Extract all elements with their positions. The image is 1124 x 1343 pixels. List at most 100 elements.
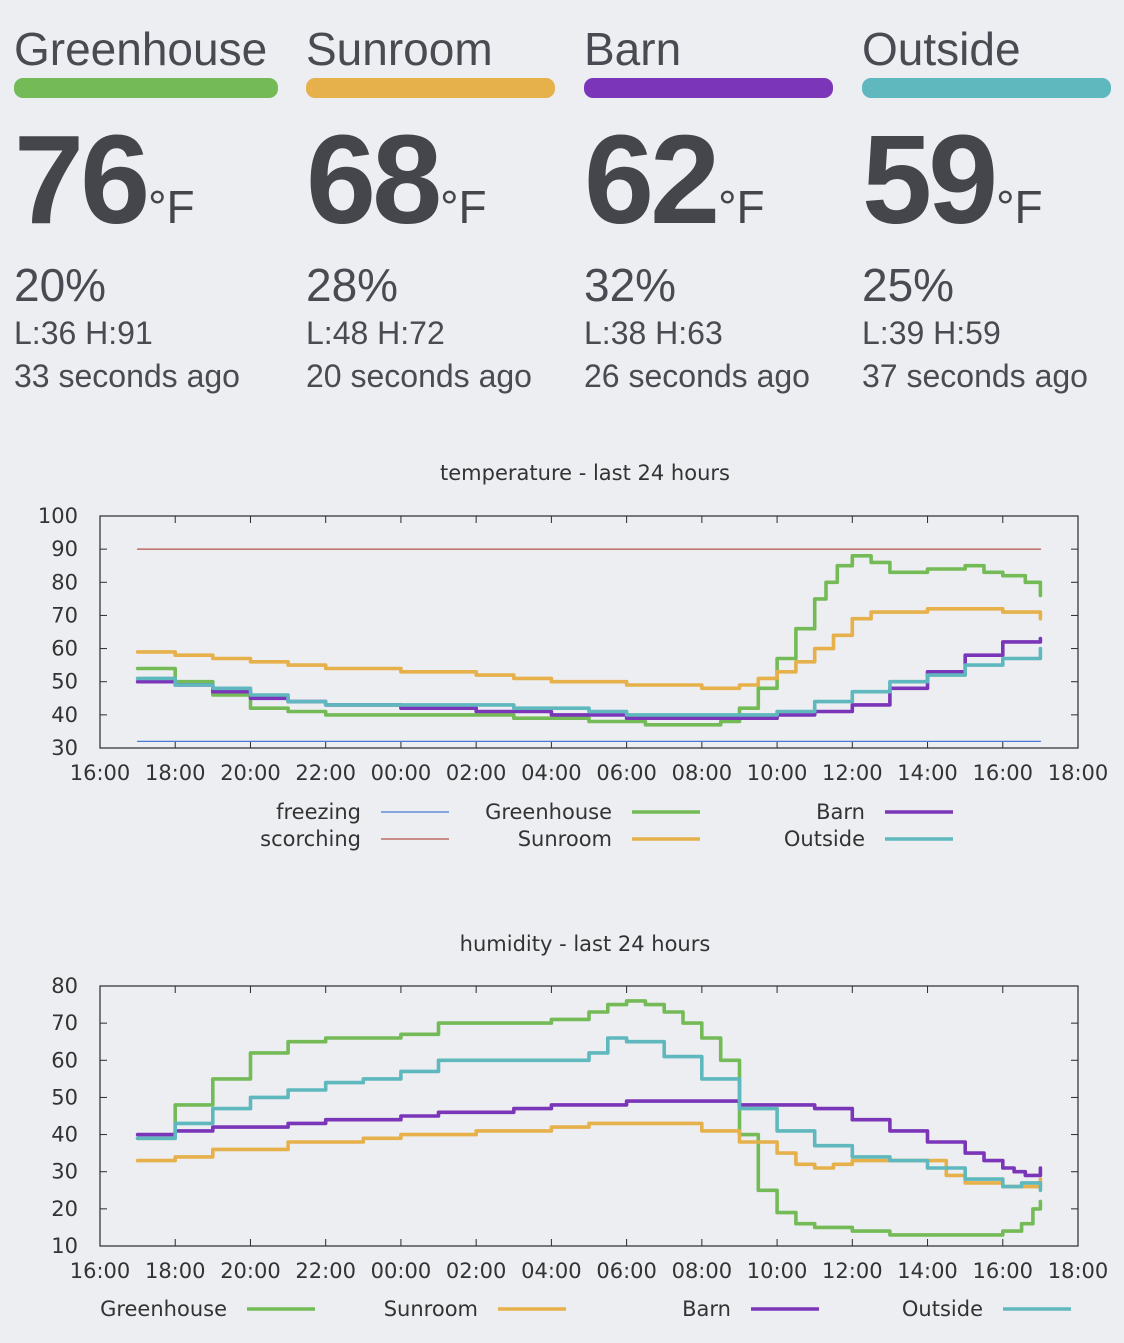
x-tick-label: 08:00 bbox=[672, 761, 733, 785]
temperature-value: 76 bbox=[14, 109, 150, 250]
temperature-value: 62 bbox=[584, 109, 720, 250]
x-tick-label: 20:00 bbox=[220, 1259, 281, 1283]
temperature-reading: 59°F bbox=[862, 110, 1043, 250]
sensor-card-barn: Barn 62°F 32% L:38 H:63 26 seconds ago bbox=[584, 0, 833, 420]
y-tick-label: 40 bbox=[51, 1123, 78, 1147]
y-tick-label: 50 bbox=[51, 1085, 78, 1109]
legend-label-barn: Barn bbox=[816, 800, 865, 824]
sensor-cards: Greenhouse 76°F 20% L:36 H:91 33 seconds ago… bbox=[0, 0, 1124, 420]
x-tick-label: 18:00 bbox=[1048, 1259, 1109, 1283]
y-tick-label: 20 bbox=[51, 1197, 78, 1221]
legend-label-freezing: freezing bbox=[276, 800, 361, 824]
sensor-name: Barn bbox=[584, 23, 682, 75]
y-tick-label: 40 bbox=[51, 703, 78, 727]
series-line-greenhouse bbox=[135, 999, 1043, 1237]
plot-frame bbox=[99, 515, 1079, 749]
x-tick-label: 12:00 bbox=[822, 761, 883, 785]
y-tick-label: 50 bbox=[51, 670, 78, 694]
y-tick-label: 70 bbox=[51, 603, 78, 627]
x-tick-label: 10:00 bbox=[747, 1259, 808, 1283]
legend-label-outside: Outside bbox=[902, 1297, 983, 1321]
sensor-color-bar bbox=[14, 78, 278, 98]
humidity-value: 25% bbox=[862, 259, 955, 311]
legend-label-sunroom: Sunroom bbox=[384, 1297, 478, 1321]
x-tick-label: 14:00 bbox=[897, 761, 958, 785]
x-tick-label: 06:00 bbox=[596, 1259, 657, 1283]
x-tick-label: 16:00 bbox=[973, 761, 1034, 785]
x-tick-label: 06:00 bbox=[596, 761, 657, 785]
series-line-barn bbox=[135, 636, 1043, 720]
temperature-unit: °F bbox=[996, 181, 1043, 233]
y-tick-label: 80 bbox=[51, 974, 78, 998]
series-line-outside bbox=[135, 1036, 1043, 1193]
temperature-unit: °F bbox=[718, 181, 765, 233]
temperature-reading: 62°F bbox=[584, 110, 765, 250]
plot-frame bbox=[99, 985, 1079, 1247]
series-line-sunroom bbox=[135, 607, 1043, 691]
sensor-card-sunroom: Sunroom 68°F 28% L:48 H:72 20 seconds ago bbox=[306, 0, 555, 420]
x-tick-label: 02:00 bbox=[446, 1259, 507, 1283]
y-tick-label: 30 bbox=[51, 736, 78, 760]
low-high: L:48 H:72 bbox=[306, 315, 445, 351]
y-tick-label: 100 bbox=[38, 504, 78, 528]
series-line-greenhouse bbox=[135, 554, 1043, 727]
x-tick-label: 00:00 bbox=[371, 1259, 432, 1283]
sensor-name: Greenhouse bbox=[14, 23, 268, 75]
x-tick-label: 16:00 bbox=[973, 1259, 1034, 1283]
x-tick-label: 16:00 bbox=[70, 761, 131, 785]
x-tick-label: 22:00 bbox=[295, 1259, 356, 1283]
temperature-unit: °F bbox=[440, 181, 487, 233]
y-tick-label: 60 bbox=[51, 637, 78, 661]
y-tick-label: 90 bbox=[51, 537, 78, 561]
legend-label-greenhouse: Greenhouse bbox=[485, 800, 612, 824]
x-tick-label: 04:00 bbox=[521, 1259, 582, 1283]
last-updated: 33 seconds ago bbox=[14, 358, 240, 394]
x-tick-label: 20:00 bbox=[220, 761, 281, 785]
temperature-unit: °F bbox=[148, 181, 195, 233]
sensor-card-outside: Outside 59°F 25% L:39 H:59 37 seconds ago bbox=[862, 0, 1111, 420]
x-tick-label: 18:00 bbox=[1048, 761, 1109, 785]
temperature-chart: temperature - last 24 hours 30 40 50 60 70 80 9… bbox=[38, 461, 1109, 851]
low-high: L:38 H:63 bbox=[584, 315, 723, 351]
x-tick-label: 18:00 bbox=[145, 1259, 206, 1283]
y-tick-label: 80 bbox=[51, 570, 78, 594]
x-tick-label: 22:00 bbox=[295, 761, 356, 785]
legend-label-outside: Outside bbox=[784, 827, 865, 851]
x-tick-label: 12:00 bbox=[822, 1259, 883, 1283]
last-updated: 26 seconds ago bbox=[584, 358, 810, 394]
sensor-color-bar bbox=[584, 78, 833, 98]
y-tick-label: 10 bbox=[51, 1234, 78, 1258]
temperature-reading: 76°F bbox=[14, 110, 195, 250]
x-tick-label: 16:00 bbox=[70, 1259, 131, 1283]
x-tick-label: 10:00 bbox=[747, 761, 808, 785]
series-line-barn bbox=[135, 1099, 1043, 1178]
x-tick-label: 00:00 bbox=[371, 761, 432, 785]
series-line-sunroom bbox=[135, 1121, 1043, 1189]
temperature-reading: 68°F bbox=[306, 110, 487, 250]
humidity-value: 20% bbox=[14, 259, 107, 311]
last-updated: 20 seconds ago bbox=[306, 358, 532, 394]
chart-title: humidity - last 24 hours bbox=[460, 932, 711, 956]
humidity-value: 32% bbox=[584, 259, 677, 311]
x-tick-label: 14:00 bbox=[897, 1259, 958, 1283]
low-high: L:39 H:59 bbox=[862, 315, 1001, 351]
chart-title: temperature - last 24 hours bbox=[440, 461, 730, 485]
y-tick-label: 70 bbox=[51, 1011, 78, 1035]
legend-label-barn: Barn bbox=[682, 1297, 731, 1321]
temperature-value: 68 bbox=[306, 109, 442, 250]
low-high: L:36 H:91 bbox=[14, 315, 153, 351]
legend-label-scorching: scorching bbox=[260, 827, 361, 851]
legend-label-sunroom: Sunroom bbox=[518, 827, 612, 851]
sensor-card-greenhouse: Greenhouse 76°F 20% L:36 H:91 33 seconds ago bbox=[14, 0, 278, 420]
series-line-outside bbox=[135, 646, 1043, 717]
x-tick-label: 04:00 bbox=[521, 761, 582, 785]
y-tick-label: 30 bbox=[51, 1160, 78, 1184]
humidity-value: 28% bbox=[306, 259, 399, 311]
sensor-color-bar bbox=[306, 78, 555, 98]
sensor-name: Outside bbox=[862, 23, 1021, 75]
sensor-color-bar bbox=[862, 78, 1111, 98]
x-tick-label: 18:00 bbox=[145, 761, 206, 785]
sensor-name: Sunroom bbox=[306, 23, 493, 75]
temperature-value: 59 bbox=[862, 109, 998, 250]
legend-label-greenhouse: Greenhouse bbox=[100, 1297, 227, 1321]
